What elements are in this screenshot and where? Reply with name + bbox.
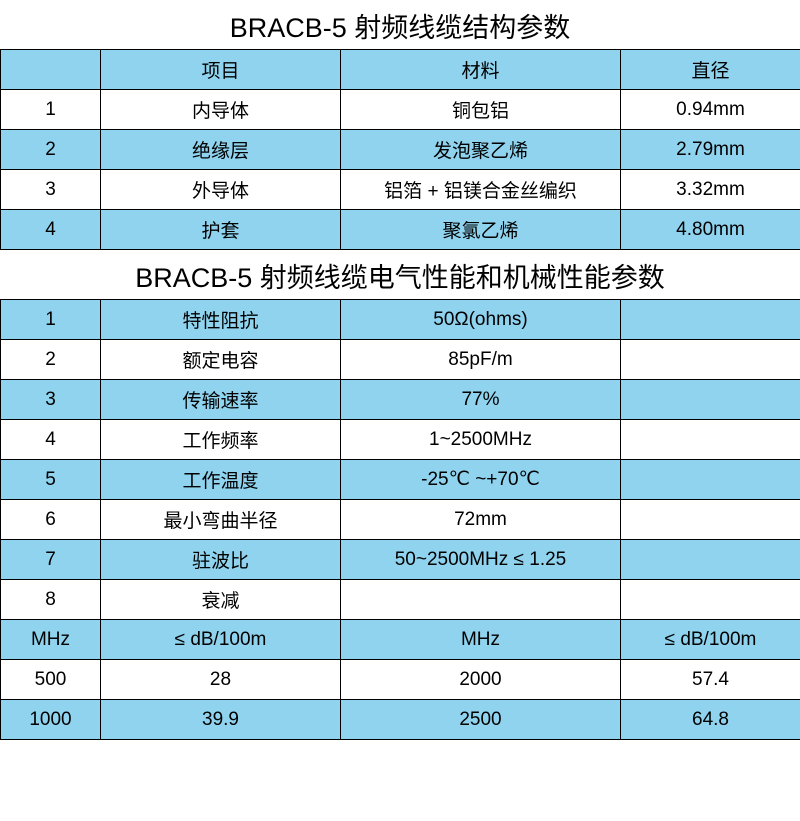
cell-item: 额定电容: [101, 340, 341, 380]
cell-last: [621, 420, 800, 460]
atten-h-c4: ≤ dB/100m: [621, 620, 800, 660]
cell-item: 衰减: [101, 580, 341, 620]
hdr-idx: [1, 50, 101, 90]
atten-c3: 2000: [341, 660, 621, 700]
table-row: 3 外导体 铝箔 + 铝镁合金丝编织 3.32mm: [1, 170, 800, 210]
cell-last: [621, 500, 800, 540]
atten-c2: 28: [101, 660, 341, 700]
table-row: 1 特性阻抗 50Ω(ohms): [1, 300, 800, 340]
atten-c4: 57.4: [621, 660, 800, 700]
cell-value: [341, 580, 621, 620]
cell-idx: 5: [1, 460, 101, 500]
table-row: 2 绝缘层 发泡聚乙烯 2.79mm: [1, 130, 800, 170]
cell-idx: 7: [1, 540, 101, 580]
cell-material: 铝箔 + 铝镁合金丝编织: [341, 170, 621, 210]
table-row: 5 工作温度 -25℃ ~+70℃: [1, 460, 800, 500]
cell-value: 50Ω(ohms): [341, 300, 621, 340]
table-row: 4 工作频率 1~2500MHz: [1, 420, 800, 460]
cell-last: [621, 460, 800, 500]
table-row: 3 传输速率 77%: [1, 380, 800, 420]
table-row: 1000 39.9 2500 64.8: [1, 700, 800, 740]
cell-idx: 6: [1, 500, 101, 540]
cell-idx: 3: [1, 380, 101, 420]
cell-item: 特性阻抗: [101, 300, 341, 340]
cell-material: 发泡聚乙烯: [341, 130, 621, 170]
performance-table: 1 特性阻抗 50Ω(ohms) 2 额定电容 85pF/m 3 传输速率 77…: [0, 299, 800, 740]
cell-material: 聚氯乙烯: [341, 210, 621, 250]
table-row: 7 驻波比 50~2500MHz ≤ 1.25: [1, 540, 800, 580]
atten-h-c2: ≤ dB/100m: [101, 620, 341, 660]
table1-title: BRACB-5 射频线缆结构参数: [0, 0, 800, 49]
cell-idx: 3: [1, 170, 101, 210]
cell-item: 最小弯曲半径: [101, 500, 341, 540]
cell-diameter: 2.79mm: [621, 130, 800, 170]
cell-item: 工作温度: [101, 460, 341, 500]
cell-item: 内导体: [101, 90, 341, 130]
cell-value: 72mm: [341, 500, 621, 540]
atten-h-c1: MHz: [1, 620, 101, 660]
cell-diameter: 4.80mm: [621, 210, 800, 250]
hdr-material: 材料: [341, 50, 621, 90]
cell-last: [621, 340, 800, 380]
cell-value: 85pF/m: [341, 340, 621, 380]
cell-material: 铜包铝: [341, 90, 621, 130]
atten-c1: 1000: [1, 700, 101, 740]
cell-value: 77%: [341, 380, 621, 420]
atten-c1: 500: [1, 660, 101, 700]
cell-diameter: 3.32mm: [621, 170, 800, 210]
cell-last: [621, 300, 800, 340]
cell-idx: 4: [1, 210, 101, 250]
table-row: 8 衰减: [1, 580, 800, 620]
atten-c3: 2500: [341, 700, 621, 740]
atten-h-c3: MHz: [341, 620, 621, 660]
cell-idx: 4: [1, 420, 101, 460]
cell-value: -25℃ ~+70℃: [341, 460, 621, 500]
cell-last: [621, 380, 800, 420]
cell-value: 1~2500MHz: [341, 420, 621, 460]
hdr-diameter: 直径: [621, 50, 800, 90]
cell-item: 护套: [101, 210, 341, 250]
atten-c2: 39.9: [101, 700, 341, 740]
cell-item: 外导体: [101, 170, 341, 210]
cell-item: 工作频率: [101, 420, 341, 460]
table1-header-row: 项目 材料 直径: [1, 50, 800, 90]
table2-title: BRACB-5 射频线缆电气性能和机械性能参数: [0, 250, 800, 299]
table-row: 4 护套 聚氯乙烯 4.80mm: [1, 210, 800, 250]
structure-table: 项目 材料 直径 1 内导体 铜包铝 0.94mm 2 绝缘层 发泡聚乙烯 2.…: [0, 49, 800, 250]
cell-idx: 1: [1, 90, 101, 130]
hdr-item: 项目: [101, 50, 341, 90]
table-row: 500 28 2000 57.4: [1, 660, 800, 700]
cell-item: 传输速率: [101, 380, 341, 420]
cell-value: 50~2500MHz ≤ 1.25: [341, 540, 621, 580]
cell-idx: 2: [1, 340, 101, 380]
cell-item: 绝缘层: [101, 130, 341, 170]
atten-header-row: MHz ≤ dB/100m MHz ≤ dB/100m: [1, 620, 800, 660]
table-row: 2 额定电容 85pF/m: [1, 340, 800, 380]
atten-c4: 64.8: [621, 700, 800, 740]
cell-idx: 1: [1, 300, 101, 340]
table-row: 1 内导体 铜包铝 0.94mm: [1, 90, 800, 130]
cell-last: [621, 580, 800, 620]
cell-idx: 2: [1, 130, 101, 170]
cell-last: [621, 540, 800, 580]
cell-idx: 8: [1, 580, 101, 620]
cell-diameter: 0.94mm: [621, 90, 800, 130]
spec-sheet: BRACB-5 射频线缆结构参数 项目 材料 直径 1 内导体 铜包铝 0.94…: [0, 0, 800, 740]
table-row: 6 最小弯曲半径 72mm: [1, 500, 800, 540]
cell-item: 驻波比: [101, 540, 341, 580]
